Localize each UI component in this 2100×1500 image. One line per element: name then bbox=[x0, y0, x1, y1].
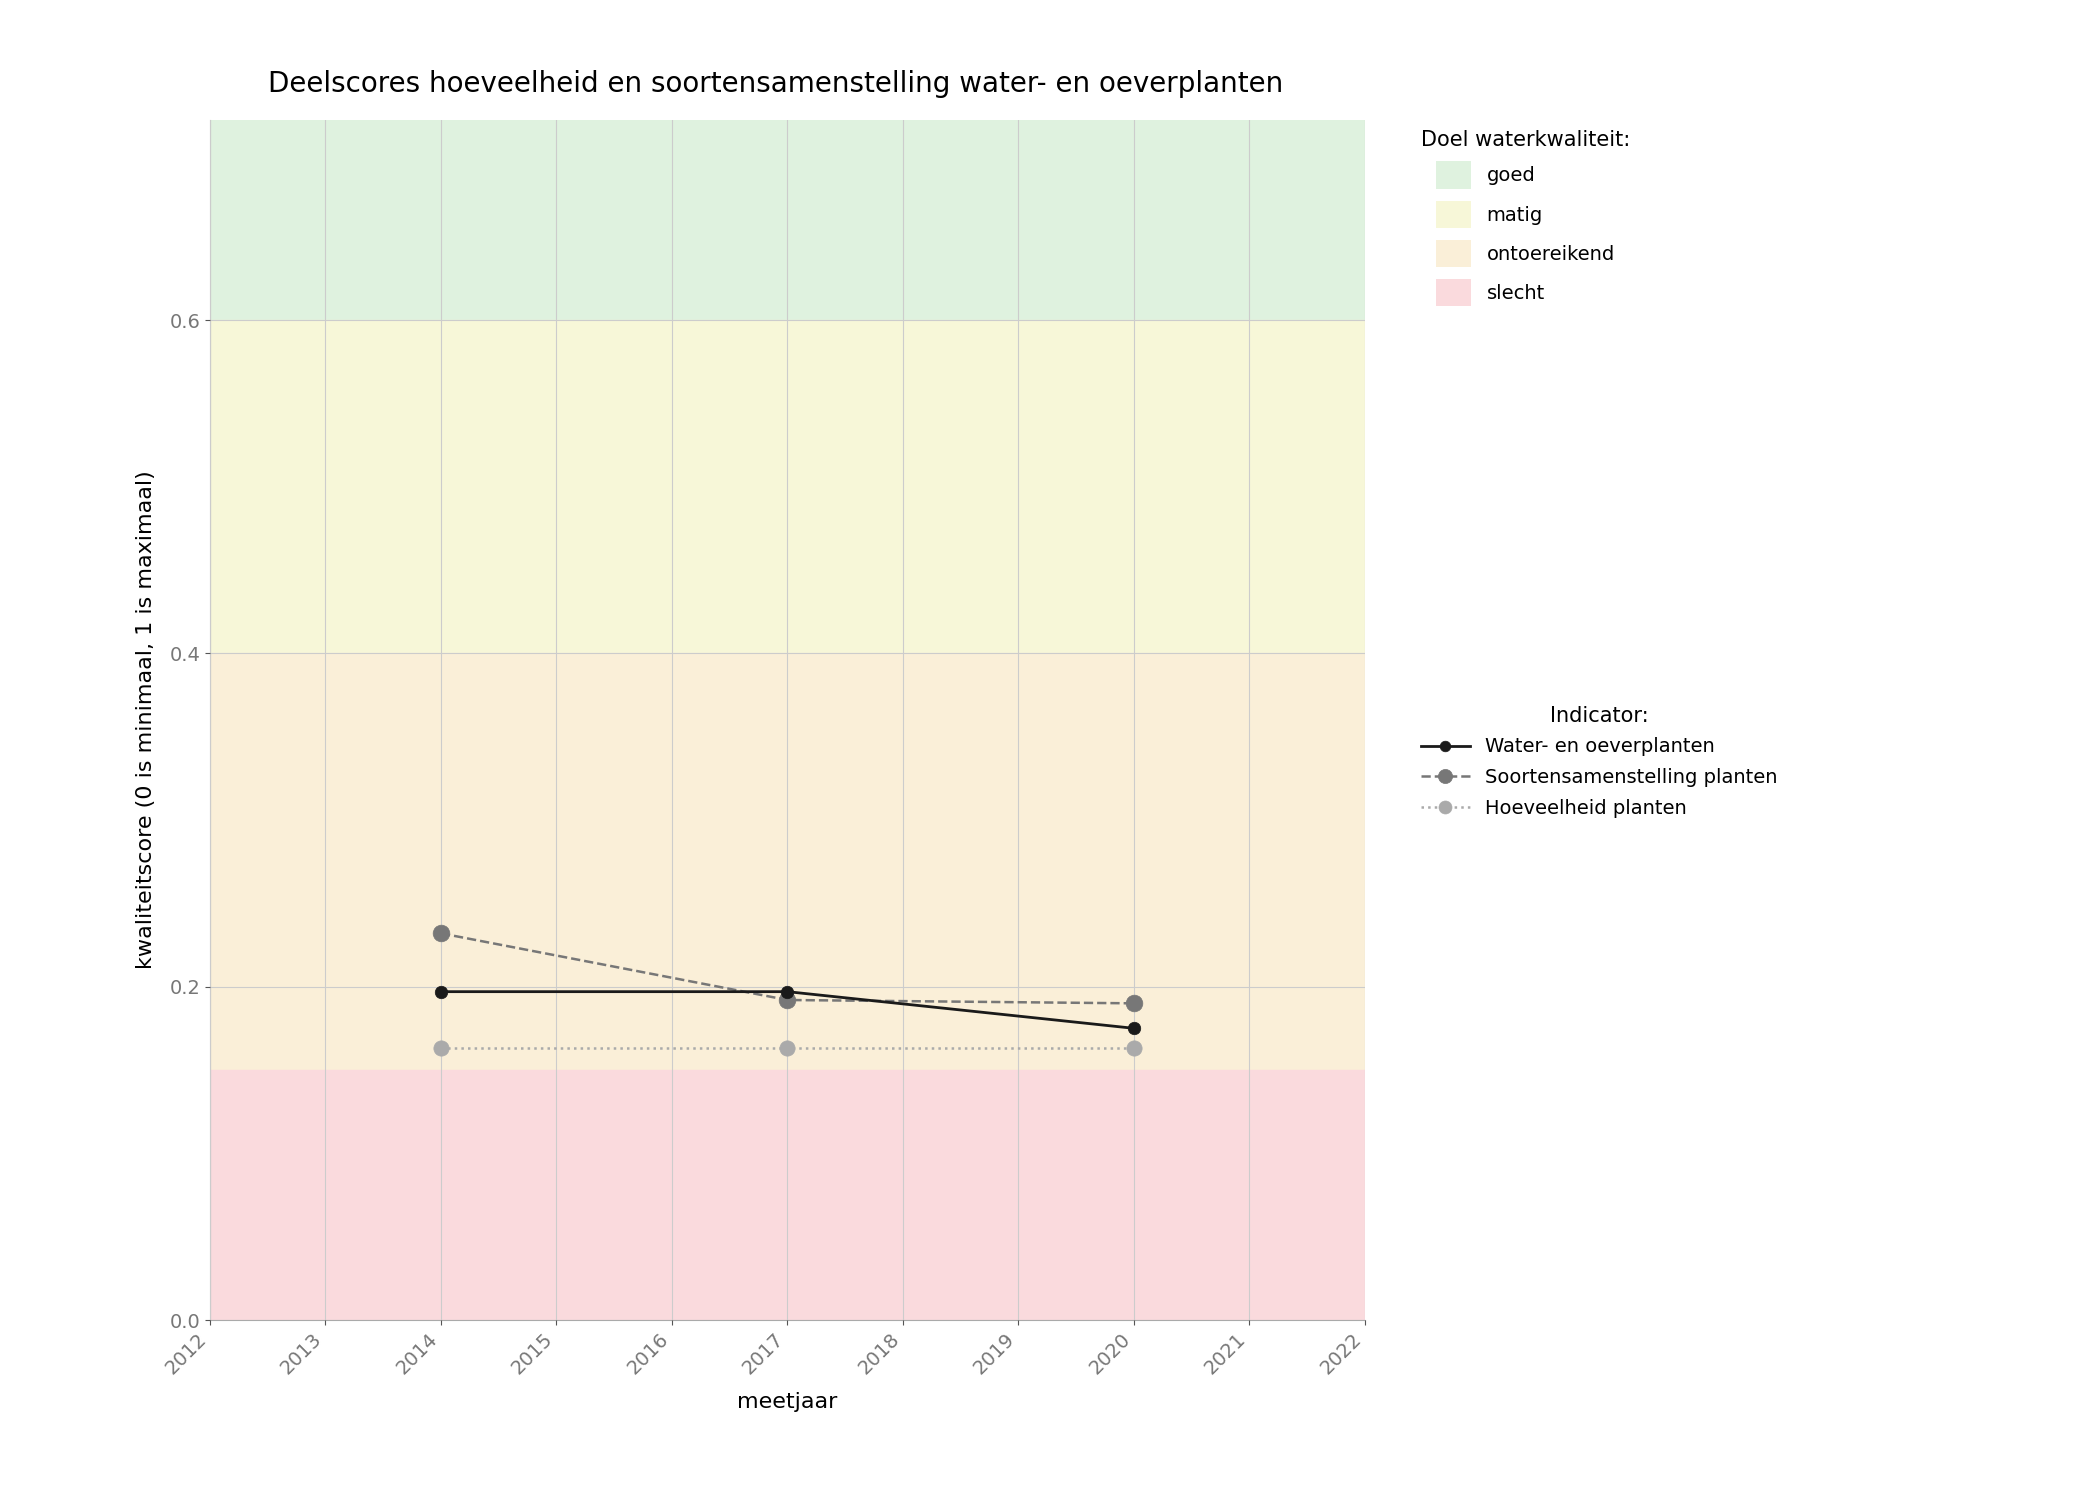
Bar bbox=[210, 120, 1365, 320]
Bar bbox=[210, 654, 1365, 1070]
Bar bbox=[210, 1070, 1365, 1320]
Bar bbox=[210, 320, 1365, 654]
Legend: Water- en oeverplanten, Soortensamenstelling planten, Hoeveelheid planten: Water- en oeverplanten, Soortensamenstel… bbox=[1422, 705, 1777, 818]
Y-axis label: kwaliteitscore (0 is minimaal, 1 is maximaal): kwaliteitscore (0 is minimaal, 1 is maxi… bbox=[136, 471, 155, 969]
X-axis label: meetjaar: meetjaar bbox=[737, 1392, 838, 1411]
Text: Deelscores hoeveelheid en soortensamenstelling water- en oeverplanten: Deelscores hoeveelheid en soortensamenst… bbox=[269, 70, 1283, 98]
